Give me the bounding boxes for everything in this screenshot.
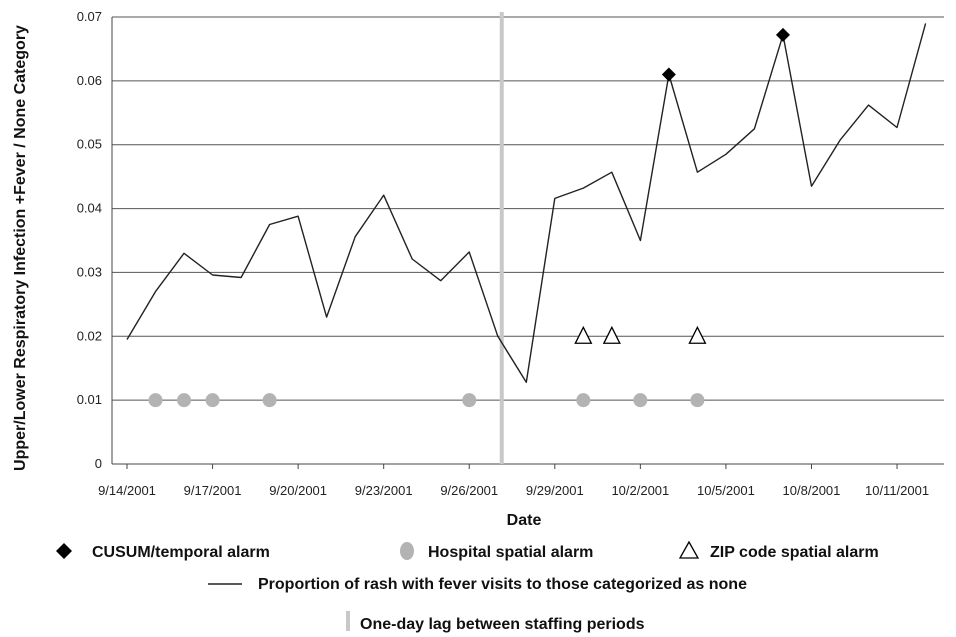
- legend-lag-icon: [346, 611, 350, 631]
- axes: [111, 17, 944, 465]
- legend-hospital-label: Hospital spatial alarm: [428, 544, 593, 561]
- y-tick-label: 0.02: [77, 328, 102, 343]
- series-line: [126, 23, 927, 383]
- x-tick-label: 9/14/2001: [98, 483, 156, 498]
- legend: CUSUM/temporal alarm Hospital spatial al…: [56, 540, 879, 633]
- y-tick-label: 0.06: [77, 73, 102, 88]
- legend-cusum-icon: [56, 543, 72, 559]
- y-tick-label: 0.01: [77, 392, 102, 407]
- x-axis-title: Date: [507, 512, 542, 529]
- gridlines: [112, 16, 944, 401]
- zip-alarm-marker: [688, 325, 707, 344]
- series-group: [126, 23, 927, 383]
- zip-alarm-marker: [602, 325, 621, 344]
- hospital-alarm-marker: [633, 393, 648, 408]
- x-tick-label: 9/26/2001: [440, 483, 498, 498]
- hospital-alarm-marker: [148, 393, 163, 408]
- hospital-alarm-marker: [177, 393, 192, 408]
- cusum-alarm-marker: [775, 27, 790, 42]
- legend-hospital-icon: [400, 542, 414, 560]
- zip-alarm-marker: [574, 325, 593, 344]
- y-tick-label: 0.07: [77, 9, 102, 24]
- x-tick-label: 9/20/2001: [269, 483, 327, 498]
- y-tick-labels: 0 0.01 0.02 0.03 0.04 0.05 0.06 0.07: [77, 9, 102, 471]
- legend-cusum-label: CUSUM/temporal alarm: [92, 544, 270, 561]
- markers-group: [148, 27, 790, 408]
- y-tick-label: 0.04: [77, 201, 102, 216]
- legend-lag-label: One-day lag between staffing periods: [360, 616, 645, 633]
- hospital-alarm-marker: [576, 393, 591, 408]
- legend-zip-icon: [678, 540, 700, 559]
- x-tick-label: 10/8/2001: [783, 483, 841, 498]
- legend-zip-label: ZIP code spatial alarm: [710, 544, 879, 561]
- legend-line-label: Proportion of rash with fever visits to …: [258, 576, 747, 593]
- y-axis-title: Upper/Lower Respiratory Infection +Fever…: [12, 25, 29, 471]
- x-tick-labels: 9/14/2001 9/17/2001 9/20/2001 9/23/2001 9/26…: [98, 464, 929, 498]
- cusum-alarm-marker: [661, 67, 676, 82]
- y-tick-label: 0.03: [77, 264, 102, 279]
- y-tick-label: 0.05: [77, 137, 102, 152]
- x-tick-label: 10/11/2001: [865, 483, 929, 498]
- x-tick-label: 9/29/2001: [526, 483, 584, 498]
- hospital-alarm-marker: [205, 393, 220, 408]
- y-tick-label: 0: [95, 456, 102, 471]
- x-tick-label: 10/2/2001: [611, 483, 669, 498]
- x-tick-label: 10/5/2001: [697, 483, 755, 498]
- hospital-alarm-marker: [462, 393, 477, 408]
- hospital-alarm-marker: [262, 393, 277, 408]
- hospital-alarm-marker: [690, 393, 705, 408]
- x-tick-label: 9/23/2001: [355, 483, 413, 498]
- x-tick-label: 9/17/2001: [184, 483, 242, 498]
